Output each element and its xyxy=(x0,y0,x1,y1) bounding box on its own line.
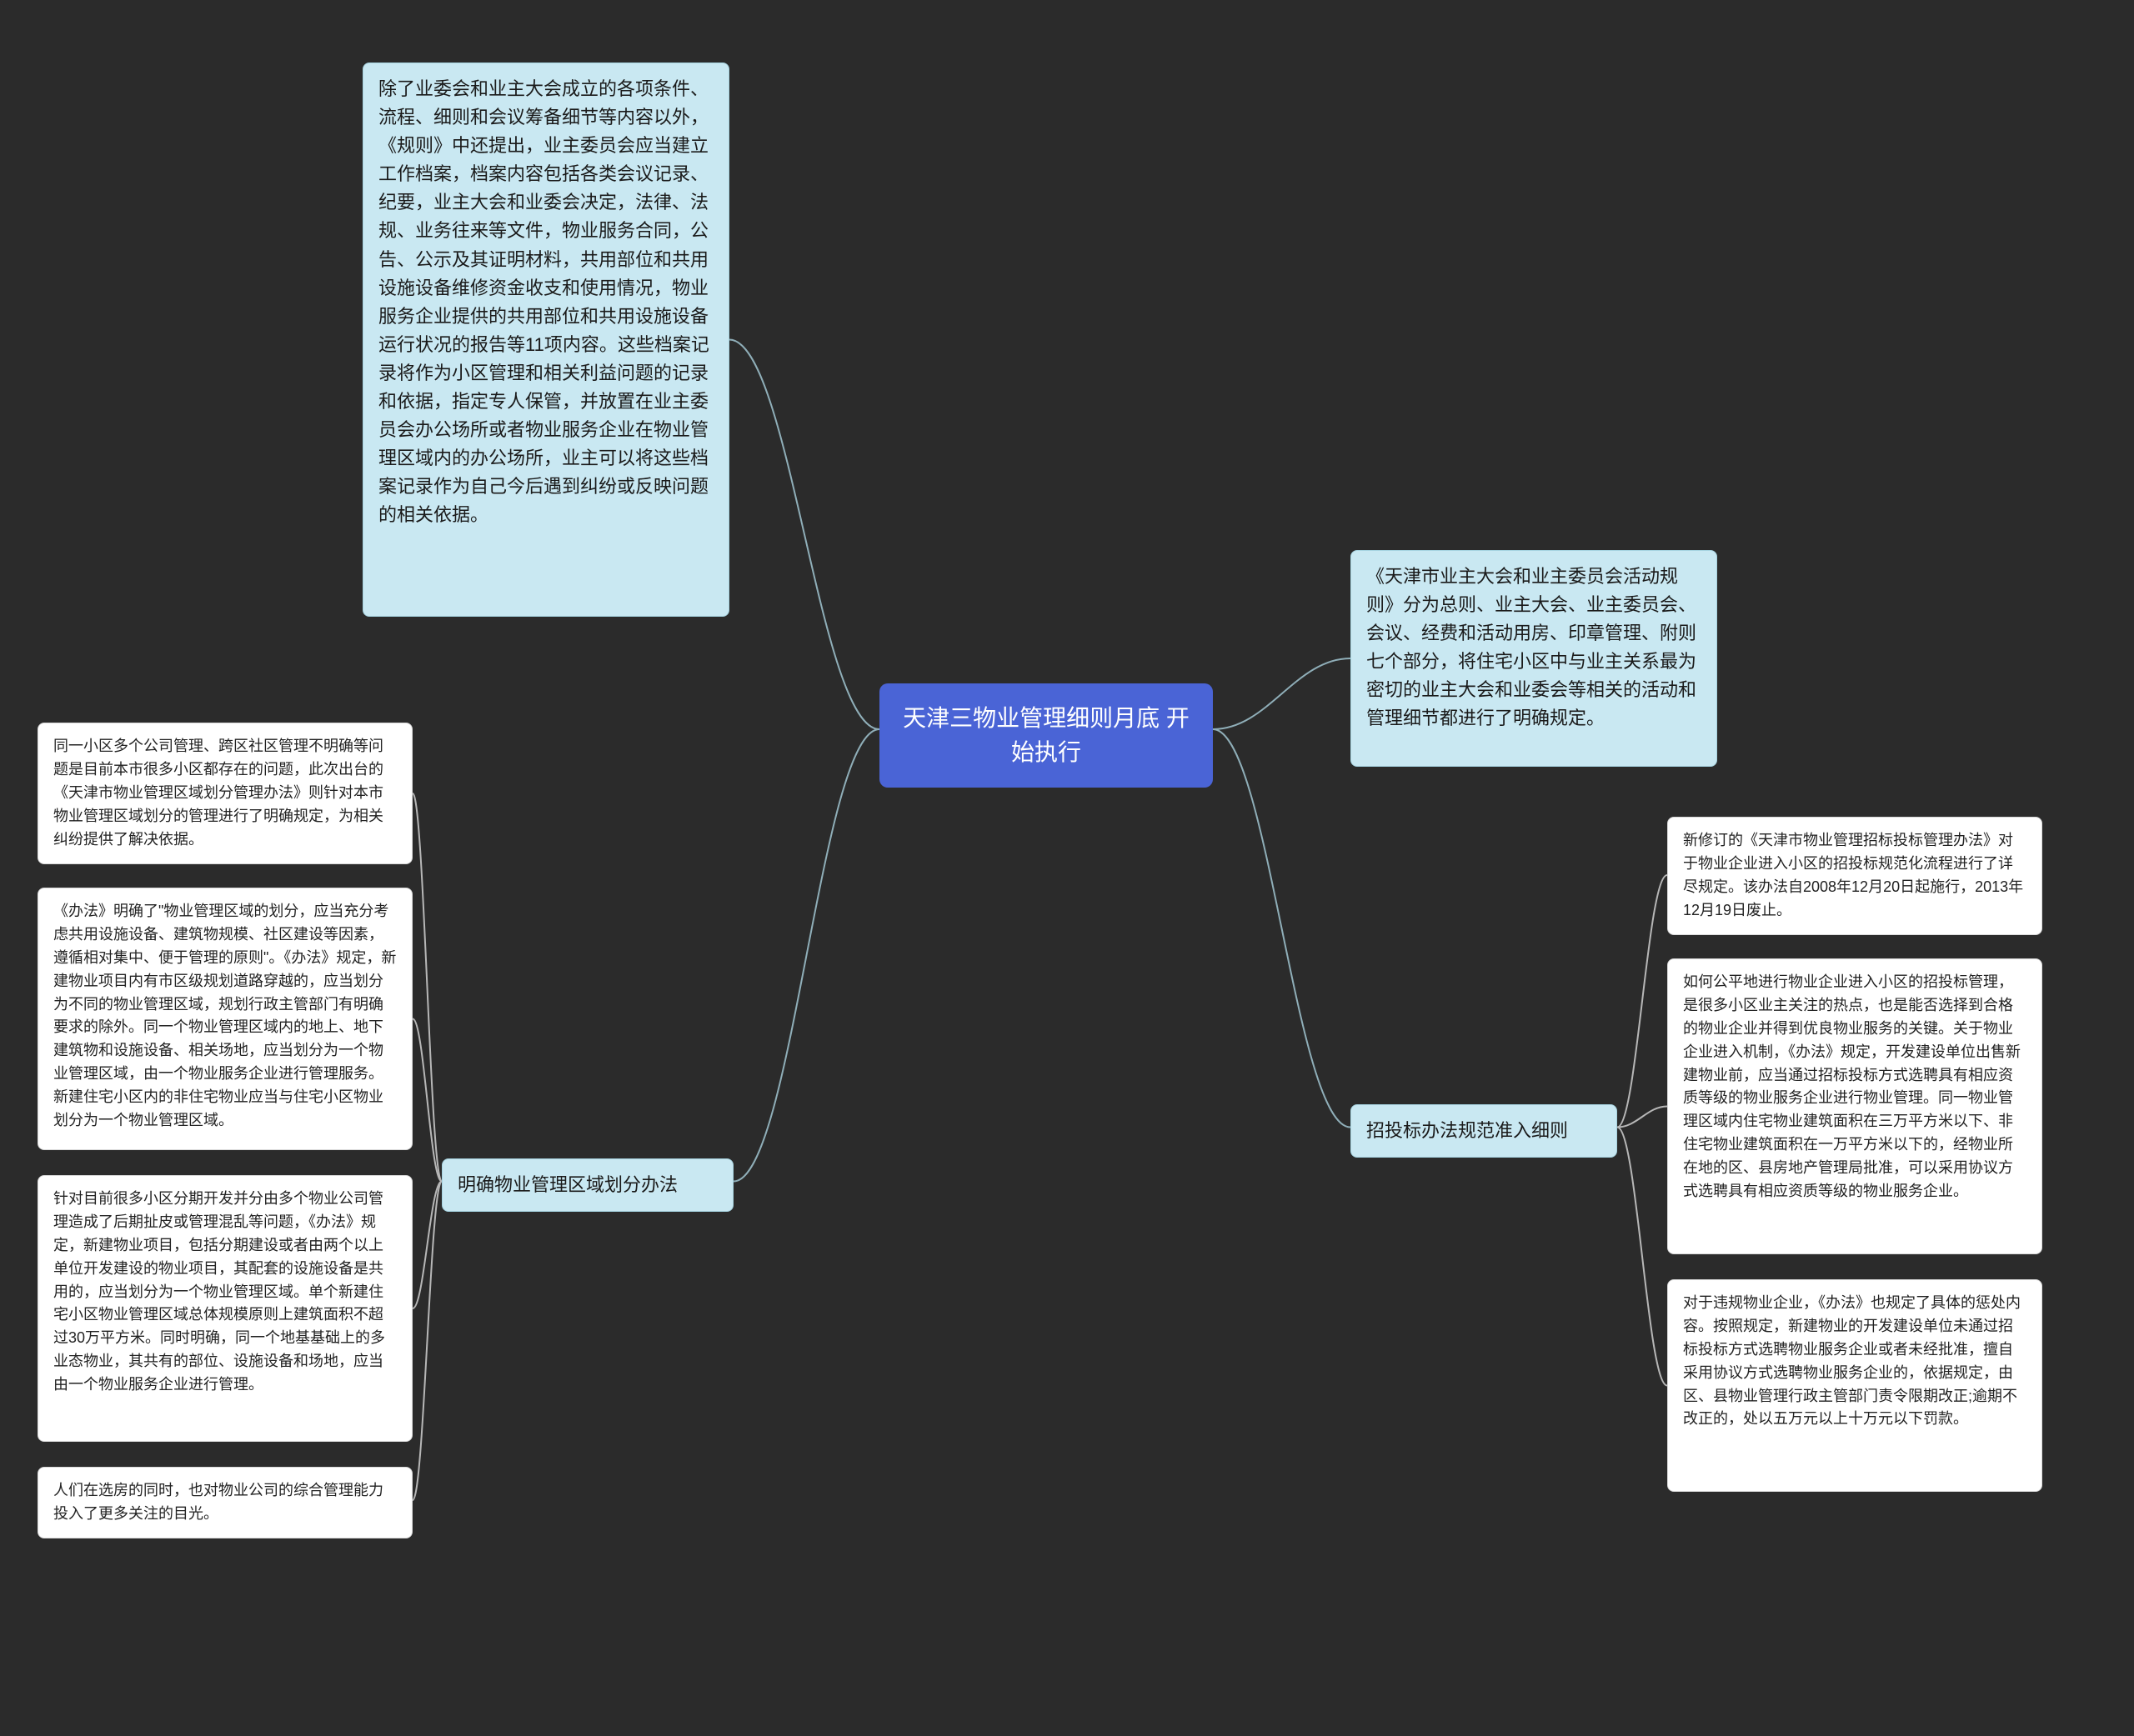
branch-owner-rules[interactable]: 《天津市业主大会和业主委员会活动规则》分为总则、业主大会、业主委员会、会议、经费… xyxy=(1350,550,1717,767)
leaf-text: 《办法》明确了"物业管理区域的划分，应当充分考虑共用设施设备、建筑物规模、社区建… xyxy=(53,903,396,1128)
mindmap-canvas: 天津三物业管理细则月底 开始执行 除了业委会和业主大会成立的各项条件、流程、细则… xyxy=(0,0,2134,1736)
leaf-text: 如何公平地进行物业企业进入小区的招投标管理，是很多小区业主关注的热点，也是能否选… xyxy=(1683,973,2021,1199)
root-text: 天津三物业管理细则月底 开始执行 xyxy=(903,705,1190,765)
leaf-bidding-2[interactable]: 如何公平地进行物业企业进入小区的招投标管理，是很多小区业主关注的热点，也是能否选… xyxy=(1667,958,2042,1254)
branch-text: 招投标办法规范准入细则 xyxy=(1366,1120,1568,1141)
leaf-text: 针对目前很多小区分期开发并分由多个物业公司管理造成了后期扯皮或管理混乱等问题，《… xyxy=(53,1190,385,1393)
root-node[interactable]: 天津三物业管理细则月底 开始执行 xyxy=(879,683,1213,788)
leaf-bidding-1[interactable]: 新修订的《天津市物业管理招标投标管理办法》对于物业企业进入小区的招投标规范化流程… xyxy=(1667,817,2042,935)
leaf-text: 人们在选房的同时，也对物业公司的综合管理能力投入了更多关注的目光。 xyxy=(53,1482,383,1522)
leaf-zoning-1[interactable]: 同一小区多个公司管理、跨区社区管理不明确等问题是目前本市很多小区都存在的问题，此… xyxy=(38,723,413,864)
leaf-text: 同一小区多个公司管理、跨区社区管理不明确等问题是目前本市很多小区都存在的问题，此… xyxy=(53,738,383,848)
leaf-zoning-4[interactable]: 人们在选房的同时，也对物业公司的综合管理能力投入了更多关注的目光。 xyxy=(38,1467,413,1538)
branch-text: 《天津市业主大会和业主委员会活动规则》分为总则、业主大会、业主委员会、会议、经费… xyxy=(1366,566,1696,728)
leaf-text: 新修订的《天津市物业管理招标投标管理办法》对于物业企业进入小区的招投标规范化流程… xyxy=(1683,832,2023,918)
branch-bidding-rules[interactable]: 招投标办法规范准入细则 xyxy=(1350,1104,1617,1158)
branch-archive-rules[interactable]: 除了业委会和业主大会成立的各项条件、流程、细则和会议筹备细节等内容以外，《规则》… xyxy=(363,63,729,617)
leaf-bidding-3[interactable]: 对于违规物业企业，《办法》也规定了具体的惩处内容。按照规定，新建物业的开发建设单… xyxy=(1667,1279,2042,1492)
leaf-zoning-3[interactable]: 针对目前很多小区分期开发并分由多个物业公司管理造成了后期扯皮或管理混乱等问题，《… xyxy=(38,1175,413,1442)
branch-text: 除了业委会和业主大会成立的各项条件、流程、细则和会议筹备细节等内容以外，《规则》… xyxy=(378,78,709,525)
branch-zoning-method[interactable]: 明确物业管理区域划分办法 xyxy=(442,1158,734,1212)
leaf-text: 对于违规物业企业，《办法》也规定了具体的惩处内容。按照规定，新建物业的开发建设单… xyxy=(1683,1294,2021,1427)
branch-text: 明确物业管理区域划分办法 xyxy=(458,1174,678,1195)
leaf-zoning-2[interactable]: 《办法》明确了"物业管理区域的划分，应当充分考虑共用设施设备、建筑物规模、社区建… xyxy=(38,888,413,1150)
